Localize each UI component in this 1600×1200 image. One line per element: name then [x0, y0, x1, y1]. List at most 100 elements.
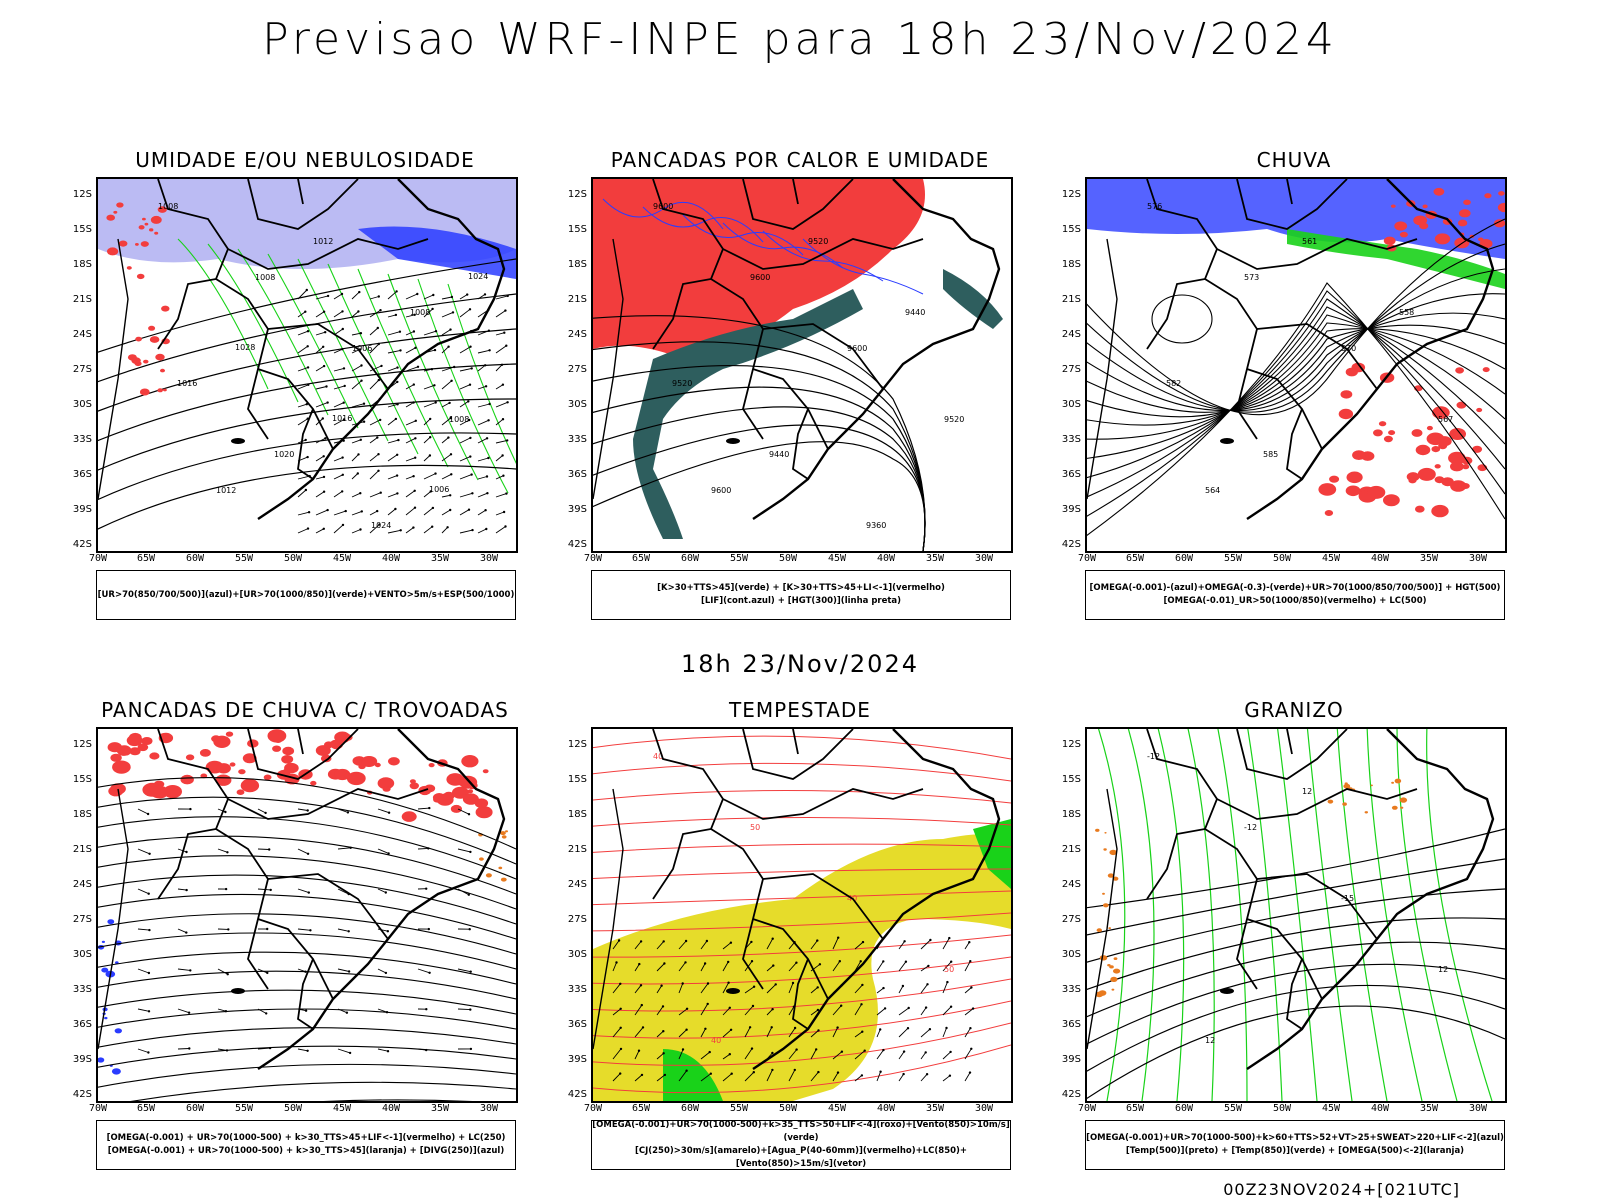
wind-arrow [387, 492, 398, 498]
temp500-contour [1087, 963, 1505, 1045]
wind-arrow-head [324, 331, 327, 334]
wind850-vector-head [817, 1029, 820, 1032]
wind-arrow [495, 310, 506, 318]
thunder-red-area [346, 771, 366, 786]
streamline-arrow [297, 1048, 308, 1052]
wind850-vector-head [750, 1047, 754, 1050]
hgt500-contour [1087, 293, 1505, 412]
wind850-vector [656, 963, 665, 972]
wind-arrow-head [431, 506, 435, 510]
wind-arrow-head [416, 292, 419, 296]
rain-red-area [1437, 436, 1452, 447]
contour-label: 582 [1166, 379, 1181, 388]
wind-arrow [441, 473, 452, 480]
thunder-red-area [272, 745, 282, 752]
wind-arrow [477, 509, 486, 516]
lat-label: 42S [567, 539, 587, 550]
wind850-vector [744, 1027, 751, 1038]
wind850-vector [634, 1050, 640, 1060]
country-border [297, 958, 314, 1030]
streamline-arrow-head [346, 811, 350, 814]
streamline-arrow [337, 1048, 351, 1054]
map-canvas: 40 50 40 50 40 [591, 727, 1013, 1103]
wind850-vector-head [949, 1050, 952, 1054]
wind-arrow-head [342, 418, 346, 421]
streamline-arrow-head [185, 888, 188, 892]
red-patch [148, 325, 156, 331]
wind-arrow-head [322, 527, 325, 530]
wind850-vector [898, 941, 905, 950]
country-border [267, 323, 389, 390]
wind850-vector [832, 1051, 843, 1060]
wind-arrow-head [433, 384, 436, 387]
wind-arrow-head [322, 345, 325, 348]
streamline-arrow-head [146, 812, 150, 816]
wind850-vector-head [863, 1049, 866, 1052]
lon-label: 60W [185, 553, 205, 564]
wind-arrow [477, 476, 488, 480]
wind850-vector [612, 940, 620, 950]
mid-title: 18h 23/Nov/2024 [680, 650, 919, 678]
wind-arrow [459, 437, 471, 444]
green-contour [357, 268, 449, 468]
map-canvas: 1008 1008 1006 1008 1012 1012 1008 1016 1020 1024… [96, 177, 518, 553]
red-patch [113, 210, 118, 214]
wind850-vector-head [748, 1026, 752, 1029]
lat-label: 24S [1061, 329, 1081, 340]
hgt500-contour [1087, 298, 1505, 498]
wind850-vector [898, 1027, 909, 1038]
thunder-red-east [446, 773, 465, 786]
wind-arrow-head [360, 510, 363, 513]
red-patch [157, 206, 167, 213]
lif-contour [762, 230, 884, 282]
wind850-vector [788, 1049, 797, 1060]
lat-label: 42S [72, 539, 92, 550]
thunder-red-east [409, 779, 416, 784]
wind850-vector [788, 982, 794, 994]
streamline-arrow-head [148, 852, 151, 855]
map-svg: 576 573 570 567 564 561 558 582 585 [1087, 179, 1505, 536]
wind-arrow [405, 384, 415, 390]
streamline-arrow-head [384, 891, 387, 894]
red-patch [163, 388, 167, 392]
wind-arrow-head [504, 525, 507, 528]
wind850-vector-head [861, 1030, 864, 1033]
wind850-vector-head [681, 1048, 685, 1051]
country-border [1146, 179, 1219, 350]
streamline-arrow [377, 1008, 388, 1013]
wind-arrow [441, 329, 451, 336]
wind850-vector-head [771, 937, 774, 940]
hgt500-contour [1087, 328, 1505, 426]
wind-arrow [441, 311, 454, 318]
main-title: Previsao WRF-INPE para 18h 23/Nov/2024 [262, 14, 1338, 65]
contour-label: 9520 [808, 237, 828, 246]
andes-border [98, 238, 129, 500]
streamline-arrow [417, 807, 430, 810]
lat-label: 39S [567, 504, 587, 515]
lon-label: 50W [778, 1103, 798, 1114]
streamline-arrow [217, 848, 228, 853]
lat-label: 36S [567, 469, 587, 480]
country-border [1286, 408, 1303, 480]
streamline-arrow-head [306, 809, 309, 812]
wind-arrow-head [359, 492, 362, 495]
lat-label: 12S [72, 739, 92, 750]
lat-label: 30S [72, 399, 92, 410]
wind-arrow [333, 293, 343, 300]
lat-label: 18S [1061, 809, 1081, 820]
red-patch [149, 336, 160, 343]
legend-line: [OMEGA(-0.001) + UR>70(1000-500) + k>30_… [107, 1146, 505, 1156]
wind850-vector-head [971, 1007, 975, 1010]
wind850-vector-head [946, 980, 949, 984]
wind-arrow [441, 437, 449, 444]
streamline [98, 893, 516, 940]
wind-arrow-head [485, 437, 489, 440]
wind-arrow-head [487, 419, 490, 422]
wind-arrow [477, 330, 490, 336]
streamline-arrow-head [467, 893, 470, 896]
rain-red-north [1422, 204, 1428, 209]
panel-legend: [OMEGA(-0.001)-(azul)+OMEGA(-0.3)-(verde… [1085, 570, 1505, 620]
wind850-vector-head [948, 1074, 952, 1077]
streamline-arrow [257, 848, 270, 850]
wind850-vector [722, 982, 729, 994]
